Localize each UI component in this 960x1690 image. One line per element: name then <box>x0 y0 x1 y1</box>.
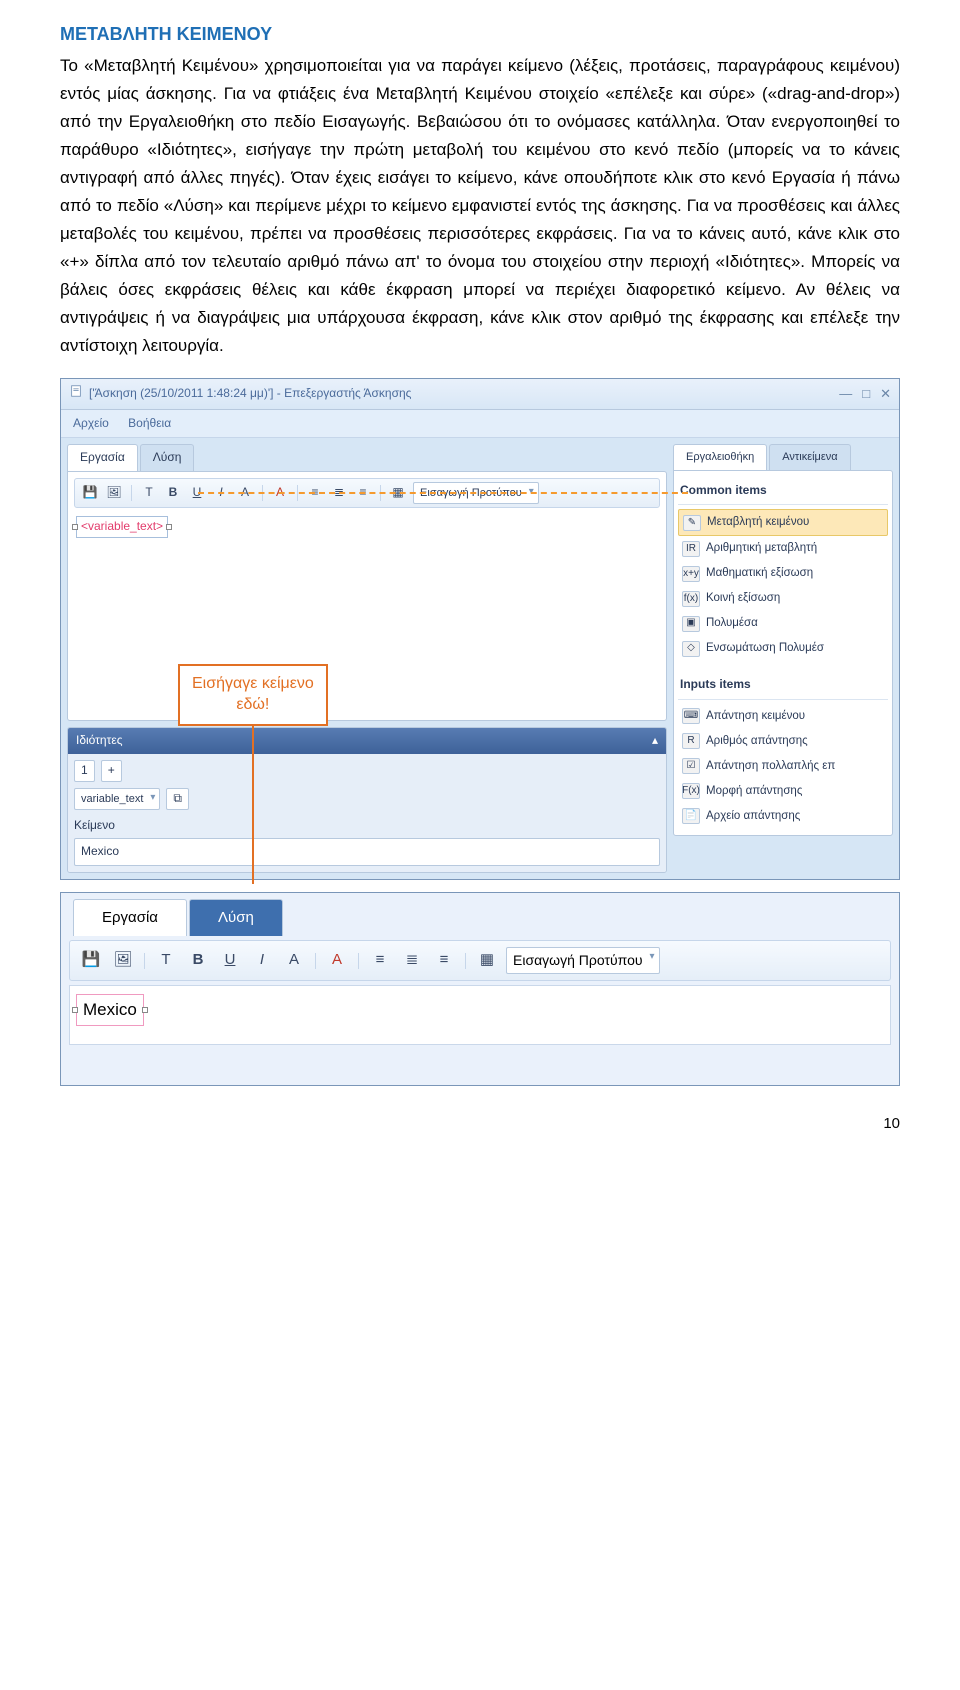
tool-item-icon: f(x) <box>682 591 700 607</box>
tool-item[interactable]: F(x) Μορφή απάντησης <box>678 779 888 804</box>
page-number: 10 <box>60 1112 900 1137</box>
font-a-icon[interactable]: A <box>281 950 307 972</box>
drag-indicator-line <box>198 492 688 494</box>
table-icon[interactable]: ▦ <box>474 950 500 972</box>
minimize-button[interactable]: — <box>839 383 852 404</box>
tool-item-label: Αριθμητική μεταβλητή <box>706 539 817 558</box>
image-icon[interactable]: 🖼 <box>110 950 136 972</box>
tool-item[interactable]: R Αριθμός απάντησης <box>678 729 888 754</box>
bold-button[interactable]: B <box>185 950 211 972</box>
tool-item-label: Αριθμός απάντησης <box>706 732 808 751</box>
toolbox-panel: Common items ✎ Μεταβλητή κειμένου IR Αριθμη… <box>673 470 893 836</box>
tool-item-icon: ☑ <box>682 758 700 774</box>
tool-item-label: Απάντηση κειμένου <box>706 707 805 726</box>
tool-item[interactable]: ⌨ Απάντηση κειμένου <box>678 704 888 729</box>
tool-item-icon: ⌨ <box>682 708 700 724</box>
zoom-toolbar: 💾 🖼 T B U I A A ≡ ≣ ≡ ▦ Εισαγωγή Προτύπο… <box>69 940 891 981</box>
tool-item-label: Μορφή απάντησης <box>706 782 802 801</box>
tool-item-icon: ◇ <box>682 641 700 657</box>
italic-button[interactable]: I <box>249 950 275 972</box>
tool-item-label: Ενσωμάτωση Πολυμέσ <box>706 639 824 658</box>
properties-title: Ιδιότητες <box>76 731 122 751</box>
menu-help[interactable]: Βοήθεια <box>128 416 171 430</box>
tool-item[interactable]: f(x) Κοινή εξίσωση <box>678 586 888 611</box>
callout-line-1: Εισήγαγε κείμενο <box>192 675 314 692</box>
document-icon <box>69 384 83 405</box>
zoomed-editor-strip: Εργασία Λύση 💾 🖼 T B U I A A ≡ ≣ ≡ ▦ Εισ… <box>60 892 900 1087</box>
menu-file[interactable]: Αρχείο <box>73 416 109 430</box>
exercise-editor-window: ['Άσκηση (25/10/2011 1:48:24 μμ)'] - Επε… <box>60 378 900 879</box>
inputs-items-header: Inputs items <box>678 671 888 700</box>
separator <box>465 953 466 969</box>
tool-item[interactable]: ☑ Απάντηση πολλαπλής επ <box>678 754 888 779</box>
rendered-variable-value[interactable]: Mexico <box>76 994 144 1026</box>
align-right-icon[interactable]: ≡ <box>431 950 457 972</box>
section-paragraph: Το «Μεταβλητή Κειμένου» χρησιμοποιείται … <box>60 52 900 361</box>
bold-button[interactable]: B <box>164 484 182 502</box>
tab-toolbox[interactable]: Εργαλειοθήκη <box>673 444 767 469</box>
image-icon[interactable]: 🖼 <box>105 484 123 502</box>
tool-item[interactable]: ◇ Ενσωμάτωση Πολυμέσ <box>678 636 888 661</box>
separator <box>131 485 132 501</box>
expression-number[interactable]: 1 <box>74 760 95 782</box>
properties-panel: Ιδιότητες ▴ 1 + variable_text ⧉ Κείμενο … <box>67 727 667 872</box>
save-icon[interactable]: 💾 <box>81 484 99 502</box>
align-center-icon[interactable]: ≣ <box>399 950 425 972</box>
text-t-icon[interactable]: T <box>153 950 179 972</box>
tab-objects[interactable]: Αντικείμενα <box>769 444 850 469</box>
align-left-icon[interactable]: ≡ <box>367 950 393 972</box>
tool-item[interactable]: ▣ Πολυμέσα <box>678 611 888 636</box>
common-items-header: Common items <box>678 477 888 506</box>
section-heading: ΜΕΤΑΒΛΗΤΗ ΚΕΙΜΕΝΟΥ <box>60 20 900 50</box>
right-tabs: Εργαλειοθήκη Αντικείμενα <box>673 444 893 469</box>
text-t-icon[interactable]: T <box>140 484 158 502</box>
tool-item[interactable]: ✎ Μεταβλητή κειμένου <box>678 509 888 536</box>
close-button[interactable]: ✕ <box>880 383 891 404</box>
tool-item-icon: R <box>682 733 700 749</box>
tool-item[interactable]: x+y Μαθηματική εξίσωση <box>678 561 888 586</box>
callout-connector <box>252 724 254 884</box>
tool-item[interactable]: 📄 Αρχείο απάντησης <box>678 804 888 829</box>
tool-item-label: Μαθηματική εξίσωση <box>706 564 813 583</box>
callout: Εισήγαγε κείμενο εδώ! <box>178 664 328 884</box>
font-color-icon[interactable]: A <box>324 950 350 972</box>
tab-solution[interactable]: Λύση <box>140 444 195 471</box>
left-tabs: Εργασία Λύση <box>67 444 667 471</box>
variable-name-dropdown[interactable]: variable_text <box>74 788 160 810</box>
menubar: Αρχείο Βοήθεια <box>61 410 899 439</box>
separator <box>315 953 316 969</box>
tool-item-icon: F(x) <box>682 783 700 799</box>
maximize-button[interactable]: □ <box>862 383 870 404</box>
text-field-label: Κείμενο <box>74 816 660 836</box>
collapse-icon[interactable]: ▴ <box>652 731 658 751</box>
text-field-input[interactable]: Mexico <box>74 838 660 866</box>
tool-item-icon: x+y <box>682 566 700 582</box>
tool-item[interactable]: IR Αριθμητική μεταβλητή <box>678 536 888 561</box>
tool-item-icon: IR <box>682 541 700 557</box>
separator <box>144 953 145 969</box>
tool-item-label: Αρχείο απάντησης <box>706 807 800 826</box>
window-title: ['Άσκηση (25/10/2011 1:48:24 μμ)'] - Επε… <box>89 384 411 404</box>
zoom-tab-solution[interactable]: Λύση <box>189 899 283 937</box>
tool-item-icon: ▣ <box>682 616 700 632</box>
zoom-canvas: Mexico <box>69 985 891 1045</box>
variable-text-placeholder[interactable]: <variable_text> <box>76 516 168 538</box>
tool-item-label: Κοινή εξίσωση <box>706 589 780 608</box>
tool-item-label: Απάντηση πολλαπλής επ <box>706 757 835 776</box>
titlebar: ['Άσκηση (25/10/2011 1:48:24 μμ)'] - Επε… <box>61 379 899 409</box>
add-expression-button[interactable]: + <box>101 760 122 782</box>
tool-item-icon: 📄 <box>682 808 700 824</box>
tab-work[interactable]: Εργασία <box>67 444 138 471</box>
tool-item-label: Πολυμέσα <box>706 614 758 633</box>
zoom-tab-work[interactable]: Εργασία <box>73 899 187 937</box>
tool-item-label: Μεταβλητή κειμένου <box>707 513 809 532</box>
tool-item-icon: ✎ <box>683 515 701 531</box>
separator <box>358 953 359 969</box>
work-panel: Εισήγαγε κείμενο εδώ! 💾 🖼 T B U I A <box>67 471 667 721</box>
zoom-insert-template-dropdown[interactable]: Εισαγωγή Προτύπου <box>506 947 660 974</box>
callout-line-2: εδώ! <box>236 696 269 713</box>
underline-button[interactable]: U <box>217 950 243 972</box>
save-icon[interactable]: 💾 <box>78 950 104 972</box>
